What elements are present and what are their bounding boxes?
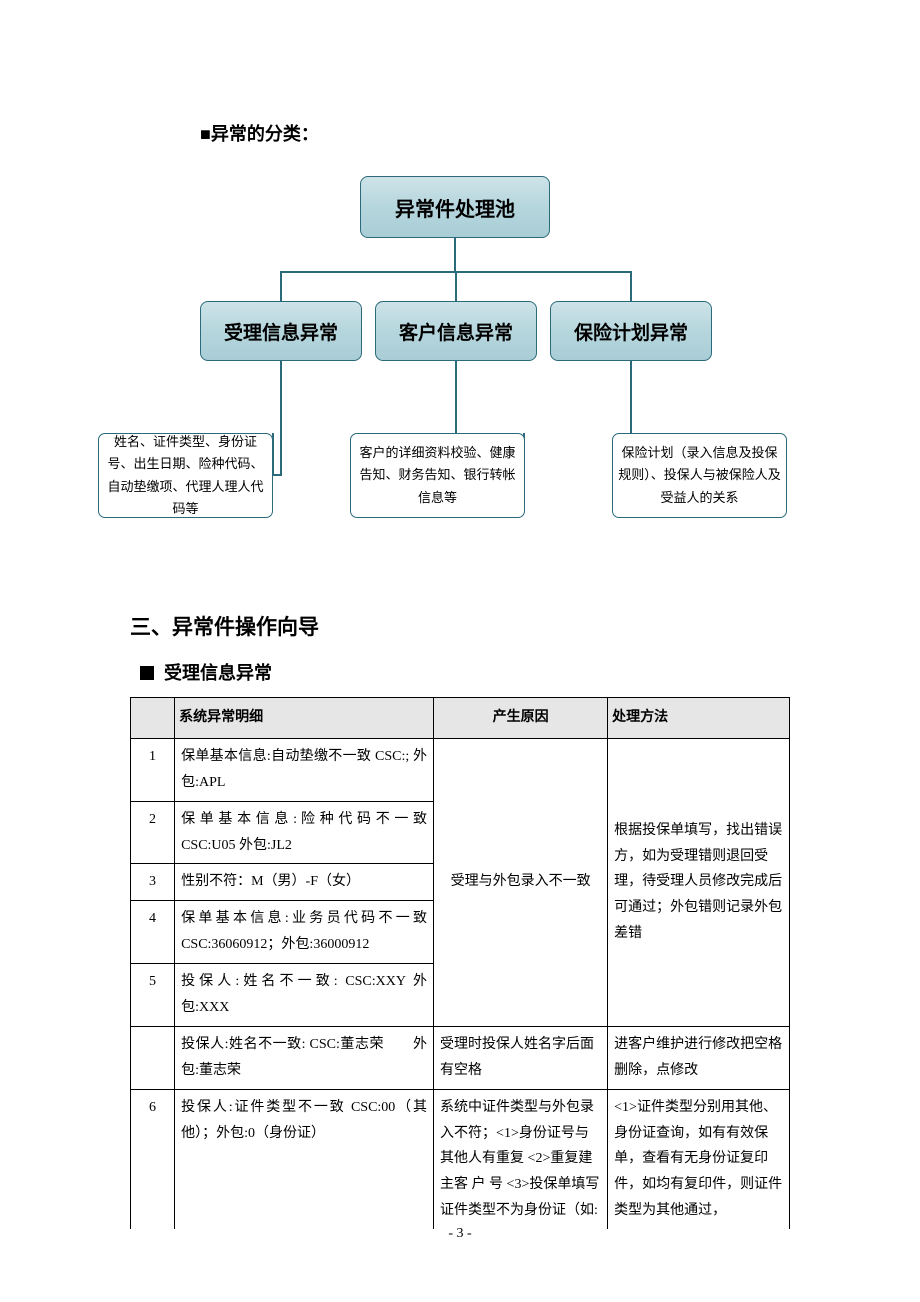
org-chart: 异常件处理池 受理信息异常 客户信息异常 保险计划异常 姓名、证件类型、身份证号… (130, 171, 790, 571)
th-detail: 系统异常明细 (175, 698, 434, 739)
node-root: 异常件处理池 (360, 176, 550, 238)
node-leaf-plan: 保险计划（录入信息及投保规则）、投保人与被保险人及受益人的关系 (612, 433, 787, 518)
cell-merged-method: 根据投保单填写，找出错误方，如为受理错则退回受理，待受理人员修改完成后可通过；外… (608, 738, 790, 1026)
page-number: - 3 - (0, 1226, 920, 1242)
node-mid-customer: 客户信息异常 (375, 301, 537, 361)
th-cause: 产生原因 (434, 698, 608, 739)
cell-merged-cause: 受理与外包录入不一致 (434, 738, 608, 1026)
anomaly-table: 系统异常明细 产生原因 处理方法 1 保单基本信息:自动垫缴不一致 CSC:; … (130, 697, 790, 1229)
table-row: 1 保单基本信息:自动垫缴不一致 CSC:; 外包:APL 受理与外包录入不一致… (131, 738, 790, 801)
table-row: 6 投保人:证件类型不一致 CSC:00（其他）；外包:0（身份证） 系统中证件… (131, 1089, 790, 1229)
heading-category: ■异常的分类： (200, 120, 790, 146)
node-leaf-acceptance: 姓名、证件类型、身份证号、出生日期、险种代码、自动垫缴项、代理人理人代码等 (98, 433, 273, 518)
node-mid-acceptance: 受理信息异常 (200, 301, 362, 361)
table-row: 投保人:姓名不一致: CSC:董志荣 外包:董志荣 受理时投保人姓名字后面有空格… (131, 1026, 790, 1089)
node-mid-plan: 保险计划异常 (550, 301, 712, 361)
square-bullet-icon (140, 666, 154, 680)
th-method: 处理方法 (608, 698, 790, 739)
sub-heading-text: 受理信息异常 (164, 663, 272, 683)
sub-heading: 受理信息异常 (140, 659, 790, 685)
th-number (131, 698, 175, 739)
section-title: 三、异常件操作向导 (130, 611, 790, 641)
node-leaf-customer: 客户的详细资料校验、健康告知、财务告知、银行转帐信息等 (350, 433, 525, 518)
